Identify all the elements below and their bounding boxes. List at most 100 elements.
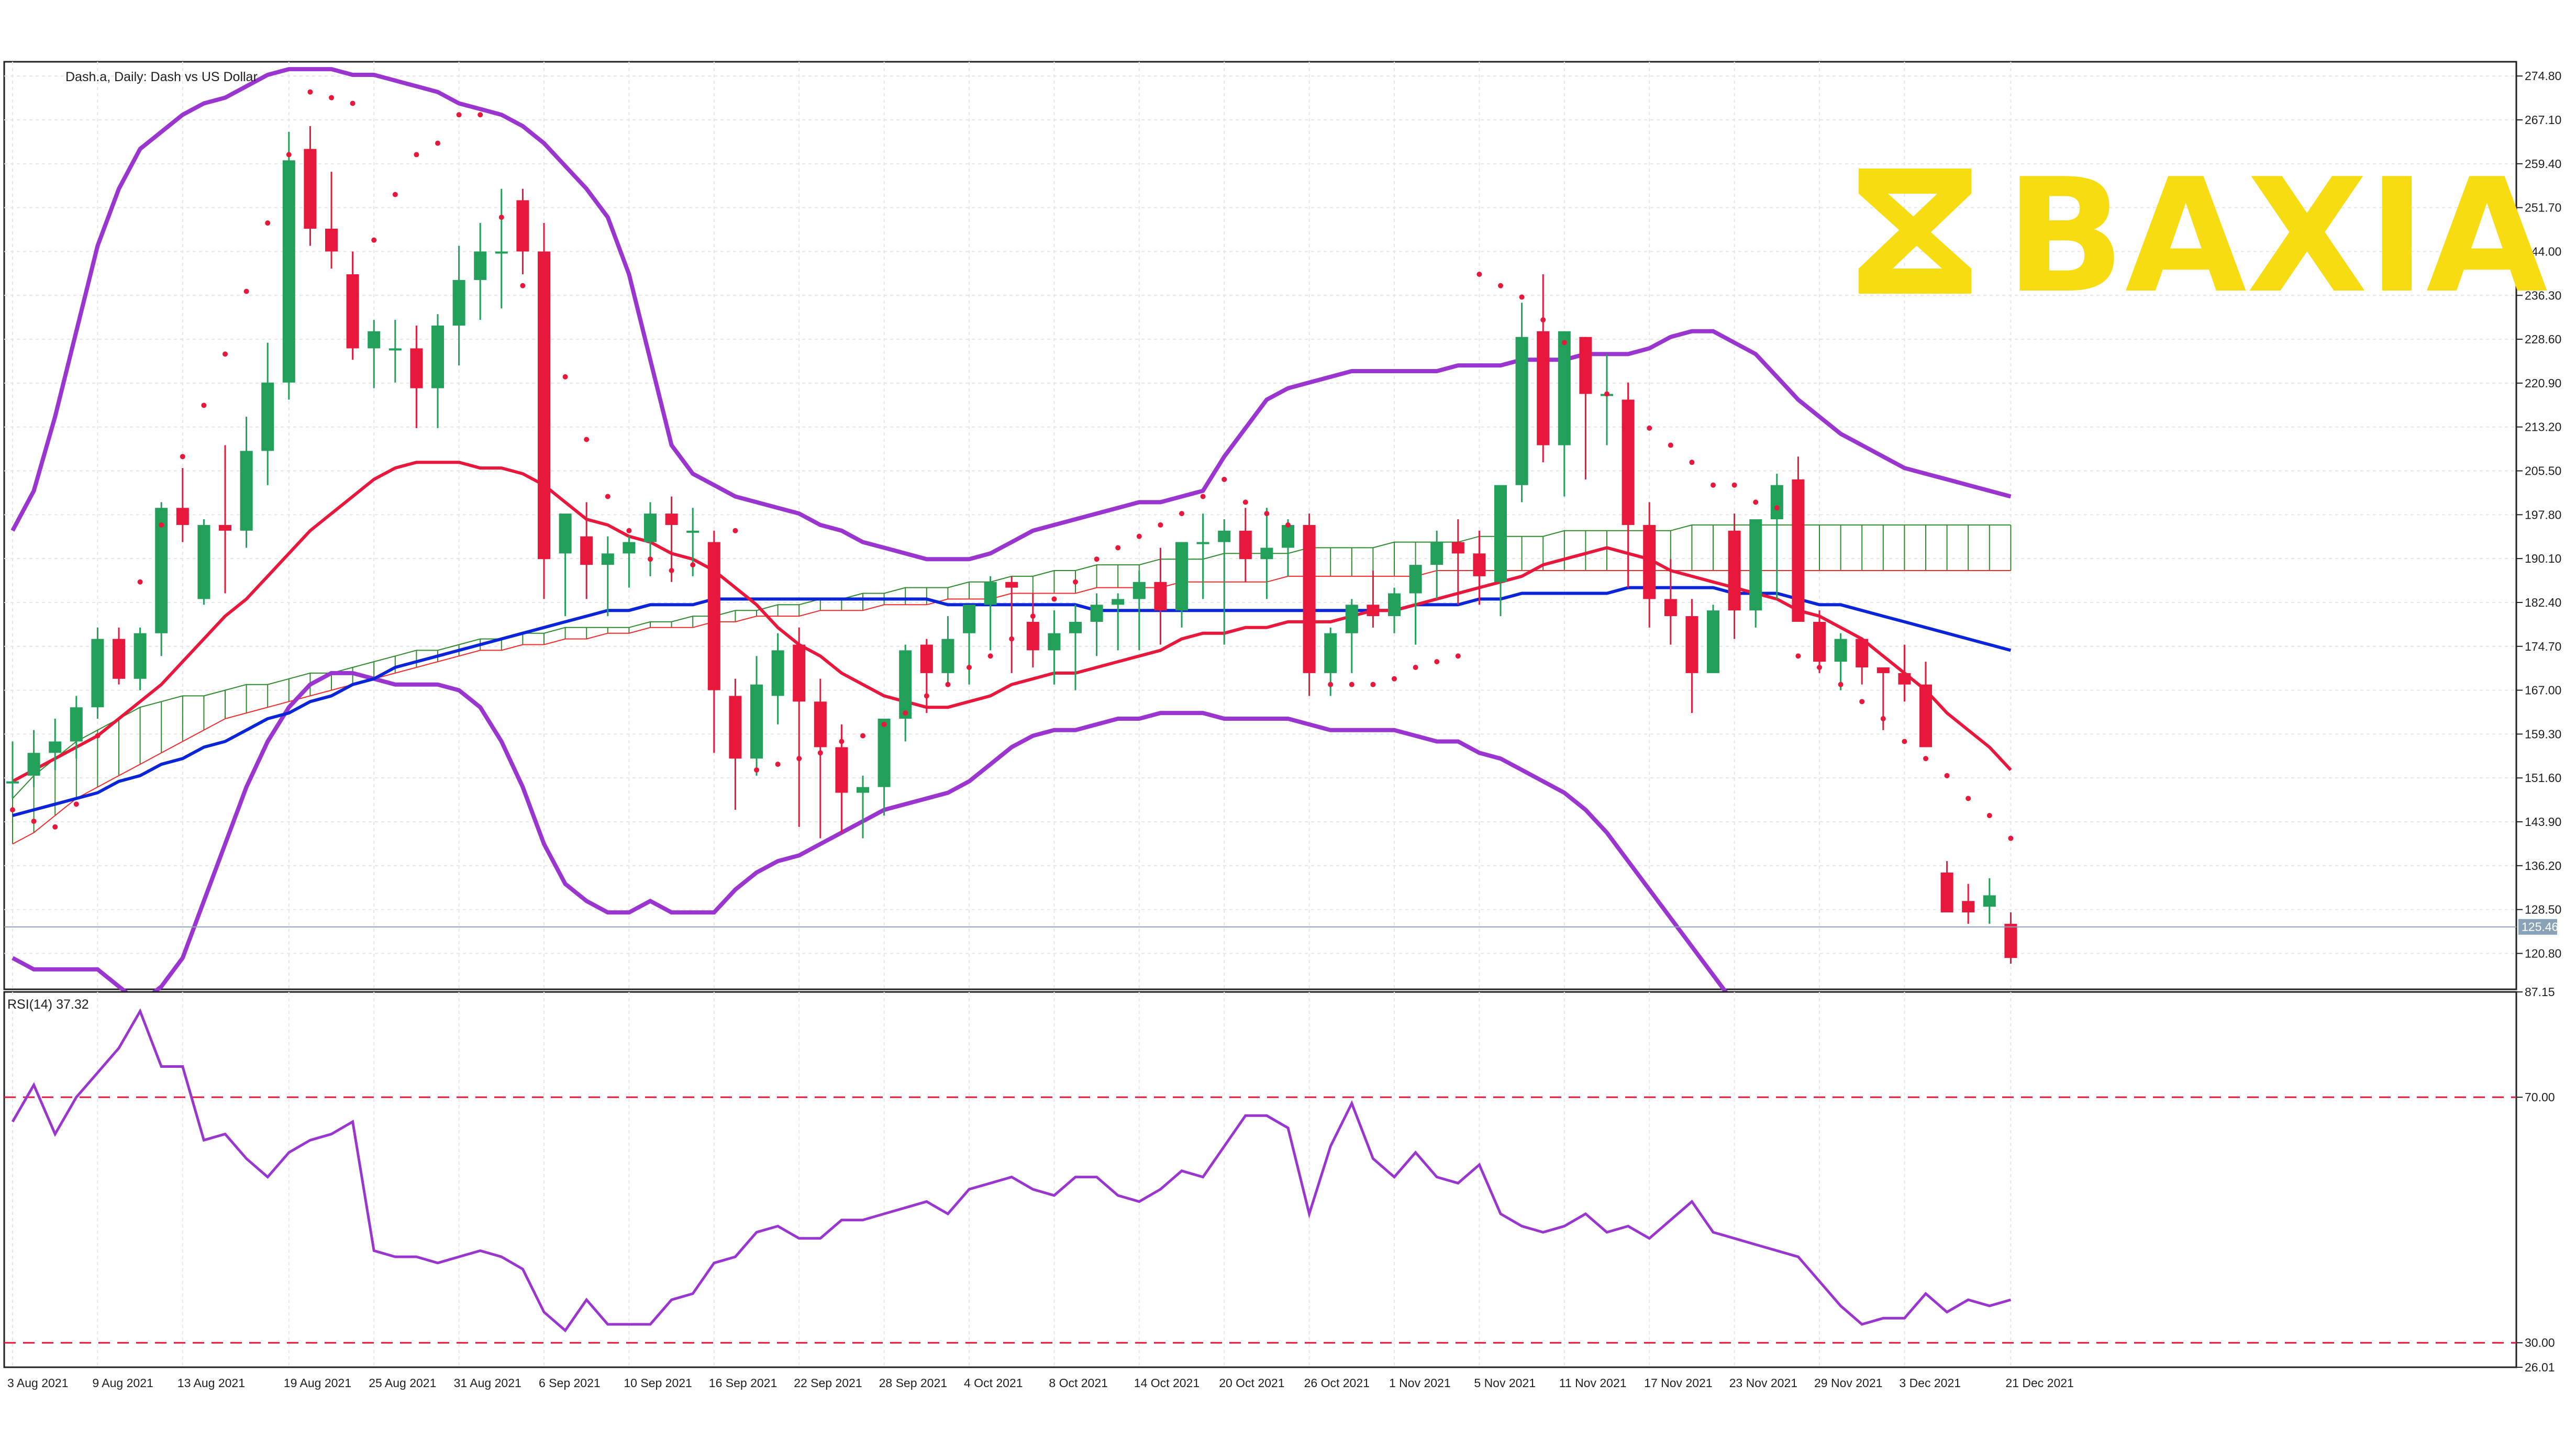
rsi-tick-label: 87.15 xyxy=(2525,985,2555,999)
time-tick-label: 16 Sep 2021 xyxy=(709,1376,777,1390)
candle-body xyxy=(1324,633,1337,673)
candle-bearish xyxy=(516,188,529,274)
psar-dot xyxy=(392,192,398,197)
psar-dot xyxy=(1923,756,1928,762)
candle-bullish xyxy=(1749,519,1762,628)
candle-bearish xyxy=(1728,514,1741,639)
psar-dot xyxy=(903,710,908,716)
candle-bearish xyxy=(1537,274,1550,463)
psar-dot xyxy=(967,665,972,671)
candle-body xyxy=(240,451,253,531)
candle-bearish xyxy=(729,678,742,810)
candle-body xyxy=(1048,633,1061,651)
candle-bearish xyxy=(304,126,317,246)
candle-bearish xyxy=(1367,570,1380,628)
candle-bullish xyxy=(984,576,997,651)
psar-dot xyxy=(945,682,951,687)
time-tick-label: 13 Aug 2021 xyxy=(177,1376,245,1390)
candle-body xyxy=(1473,553,1486,576)
candle-body xyxy=(601,553,614,565)
candle-body xyxy=(920,644,933,673)
candle-bullish xyxy=(368,320,381,388)
candle-body xyxy=(1707,610,1719,673)
candle-body xyxy=(963,605,975,633)
candle-bullish xyxy=(601,536,614,617)
candle-body xyxy=(516,200,529,252)
psar-dot xyxy=(881,721,887,727)
candle-body xyxy=(899,650,912,719)
candle-body xyxy=(1132,582,1146,599)
psar-dot xyxy=(1158,522,1163,528)
candle-body xyxy=(771,650,784,696)
candle-bearish xyxy=(1622,382,1635,588)
candle-bullish xyxy=(750,656,763,776)
psar-dot xyxy=(1817,665,1822,671)
candle-bullish xyxy=(1069,605,1082,690)
psar-dot xyxy=(1476,271,1482,277)
psar-dot xyxy=(1392,676,1397,682)
candle-body xyxy=(176,508,189,525)
psar-dot xyxy=(1795,653,1801,659)
price-tick-label: 143.90 xyxy=(2525,815,2561,829)
candle-bullish xyxy=(134,627,147,690)
psar-dot xyxy=(1625,408,1631,414)
candle-bearish xyxy=(1919,662,1932,747)
psar-dot xyxy=(95,733,101,739)
psar-dot xyxy=(924,693,929,699)
candle-body xyxy=(304,149,317,229)
candle-body xyxy=(729,696,742,759)
psar-dot xyxy=(1838,682,1844,687)
time-tick-label: 1 Nov 2021 xyxy=(1389,1376,1451,1390)
candle-bearish xyxy=(1005,576,1018,673)
psar-dot xyxy=(1689,460,1695,465)
psar-dot xyxy=(1986,813,1992,819)
psar-dot xyxy=(10,807,15,813)
psar-dot xyxy=(1306,659,1312,665)
psar-dot xyxy=(1285,522,1291,528)
time-tick-label: 29 Nov 2021 xyxy=(1814,1376,1882,1390)
psar-dot xyxy=(1711,482,1716,488)
candle-body xyxy=(1622,399,1635,525)
price-tick-label: 274.80 xyxy=(2525,69,2561,83)
candle-body xyxy=(1749,519,1762,611)
candle-body xyxy=(1260,548,1273,560)
psar-dot xyxy=(1880,716,1886,721)
candle-body xyxy=(219,524,231,531)
psar-dot xyxy=(690,562,696,568)
psar-dot xyxy=(1179,511,1184,517)
candle-bearish xyxy=(113,627,125,685)
psar-dot xyxy=(711,545,717,551)
candle-bullish xyxy=(261,342,274,485)
psar-dot xyxy=(669,567,674,573)
rsi-line xyxy=(11,1008,2012,1333)
candle-bearish xyxy=(1303,514,1316,696)
candle-bullish xyxy=(1409,565,1422,645)
candle-bearish xyxy=(580,502,593,599)
psar-dot xyxy=(1966,796,1971,801)
candle-body xyxy=(1919,684,1932,747)
psar-dot xyxy=(1073,579,1078,585)
price-tick-label: 205.50 xyxy=(2525,464,2561,478)
candle-body xyxy=(559,514,572,554)
candle-bearish xyxy=(707,530,720,753)
price-tick-label: 151.60 xyxy=(2525,771,2561,785)
candle-bearish xyxy=(665,496,678,582)
candle-body xyxy=(580,536,593,565)
candle-bearish xyxy=(410,325,423,428)
candle-bullish xyxy=(474,223,487,320)
rsi-label: RSI(14) 37.32 xyxy=(7,997,89,1012)
candle-body xyxy=(1154,582,1167,611)
psar-dot xyxy=(1753,499,1759,505)
baxia-logo-mark xyxy=(1859,169,1971,294)
candle-bearish xyxy=(1154,548,1167,645)
candle-bullish xyxy=(771,633,784,724)
psar-dot xyxy=(1413,665,1418,671)
rsi-tick-label: 26.01 xyxy=(2525,1360,2555,1374)
candle-body xyxy=(1112,599,1125,605)
psar-dot xyxy=(1370,682,1376,687)
psar-dot xyxy=(1647,425,1652,431)
time-tick-label: 4 Oct 2021 xyxy=(964,1376,1023,1390)
candle-body xyxy=(984,582,997,605)
time-tick-label: 19 Aug 2021 xyxy=(284,1376,351,1390)
candle-bullish xyxy=(941,616,954,685)
